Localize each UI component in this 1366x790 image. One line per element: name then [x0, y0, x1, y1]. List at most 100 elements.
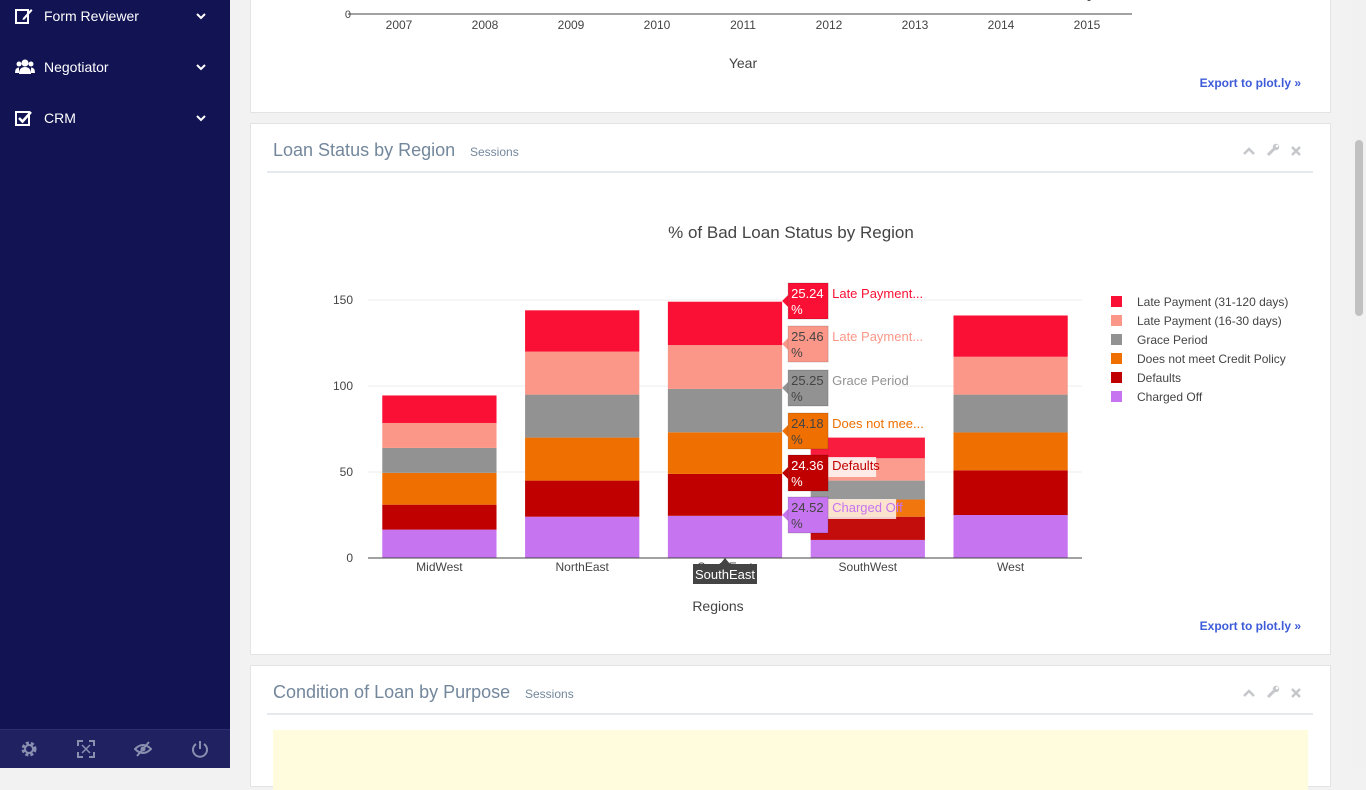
panel-subtitle: Sessions [470, 145, 519, 159]
hover-value: 24.18 [791, 416, 824, 431]
x-tick-label: 2015 [1074, 18, 1101, 32]
scrollbar[interactable] [1352, 0, 1366, 768]
bar-segment[interactable] [810, 437, 925, 459]
legend-item[interactable]: Does not meet Credit Policy [1137, 352, 1286, 366]
eye-slash-icon [133, 741, 152, 757]
sidebar-item-crm[interactable]: CRM [0, 98, 230, 138]
hover-series-name: Grace Period [832, 373, 909, 388]
bar-segment[interactable] [525, 351, 640, 395]
legend-item[interactable]: Late Payment (31-120 days) [1137, 295, 1288, 309]
hover-unit: % [791, 389, 803, 404]
hide-button[interactable] [114, 730, 171, 768]
x-tick-label: SouthWest [839, 560, 898, 574]
chart-title: % of Bad Loan Status by Region [668, 223, 914, 242]
collapse-icon[interactable] [1242, 686, 1256, 700]
legend-item[interactable]: Late Payment (16-30 days) [1137, 314, 1282, 328]
bar-segment[interactable] [667, 432, 783, 474]
bar-segment[interactable] [953, 394, 1068, 433]
panel-title: Loan Status by Region [273, 140, 456, 160]
bar-segment[interactable] [525, 480, 640, 517]
panel-title: Condition of Loan by Purpose [273, 682, 511, 702]
bar-segment[interactable] [810, 516, 925, 540]
hover-series-name: Defaults [832, 458, 880, 473]
chevron-down-icon [196, 64, 206, 71]
logout-button[interactable] [171, 730, 228, 768]
bar-segment[interactable] [953, 470, 1068, 515]
loan-purpose-panel: Condition of Loan by Purpose Sessions [250, 665, 1331, 790]
content-area [273, 730, 1308, 790]
bar-segment[interactable] [382, 447, 497, 473]
bar-segment[interactable] [953, 432, 1068, 471]
loan-status-panel: Loan Status by Region Sessions % of Bad … [250, 123, 1331, 655]
bar-segment[interactable] [953, 356, 1068, 395]
hover-value: 25.46 [791, 329, 824, 344]
y-tick-label: 100 [333, 379, 353, 393]
export-plotly-link[interactable]: Export to plot.ly » [1199, 619, 1301, 633]
legend-swatch[interactable] [1111, 353, 1122, 364]
legend-item[interactable]: Grace Period [1137, 333, 1208, 347]
fullscreen-button[interactable] [57, 730, 114, 768]
x-tick-label: 2014 [988, 18, 1015, 32]
hover-series-name: Late Payment... [832, 329, 923, 344]
x-tick-label: MidWest [416, 560, 463, 574]
hover-series-name: Does not mee... [832, 416, 924, 431]
bar-segment[interactable] [382, 529, 497, 558]
legend-item[interactable]: Defaults [1137, 371, 1181, 385]
bar-segment[interactable] [525, 516, 640, 558]
settings-icon [21, 741, 36, 757]
bar-segment[interactable] [953, 315, 1068, 357]
sidebar-item-label: CRM [44, 110, 76, 126]
year-chart: 0 2007 2008 2009 2010 2011 2012 2013 2014 2015 Y… [345, 0, 1132, 71]
bar-segment[interactable] [525, 310, 640, 352]
sidebar-item-label: Negotiator [44, 59, 109, 75]
legend-swatch[interactable] [1111, 372, 1122, 383]
top-chart-panel: 0 2007 2008 2009 2010 2011 2012 2013 2014 2015 Y… [250, 0, 1331, 113]
hover-value: 24.52 [791, 500, 824, 515]
legend-swatch[interactable] [1111, 334, 1122, 345]
legend-swatch[interactable] [1111, 296, 1122, 307]
hover-value: 25.24 [791, 286, 824, 301]
panel-subtitle: Sessions [525, 687, 574, 701]
bar-segment[interactable] [525, 394, 640, 438]
legend-swatch[interactable] [1111, 391, 1122, 402]
close-icon[interactable] [1289, 144, 1303, 158]
bar-segment[interactable] [667, 301, 783, 346]
panel-divider [267, 171, 1313, 173]
bar-segment[interactable] [525, 437, 640, 481]
hover-unit: % [791, 345, 803, 360]
hover-name-bg [808, 328, 897, 348]
sidebar-item-negotiator[interactable]: Negotiator [0, 47, 230, 87]
sidebar-item-form-reviewer[interactable]: Form Reviewer [0, 0, 230, 36]
legend-item[interactable]: Charged Off [1137, 390, 1203, 404]
hover-pointer [782, 467, 789, 479]
x-tick-label: 2010 [644, 18, 671, 32]
export-plotly-link[interactable]: Export to plot.ly » [1199, 76, 1301, 90]
x-tick-label: 2013 [902, 18, 929, 32]
wrench-icon[interactable] [1266, 143, 1280, 157]
y-tick-label: 50 [340, 465, 354, 479]
bar-segment[interactable] [810, 539, 925, 558]
close-icon[interactable] [1289, 686, 1303, 700]
bar-segment[interactable] [667, 388, 783, 433]
bar-segment[interactable] [953, 515, 1068, 558]
scrollbar-thumb[interactable] [1355, 140, 1363, 316]
sidebar-item-label: Form Reviewer [44, 8, 139, 24]
hover-name-bg [808, 499, 897, 519]
hover-name-bg [808, 285, 897, 305]
bar-segment[interactable] [667, 473, 783, 516]
bar-segment[interactable] [382, 472, 497, 505]
legend-swatch[interactable] [1111, 315, 1122, 326]
bar-segment[interactable] [667, 515, 783, 558]
bar-segment[interactable] [382, 422, 497, 448]
bar-segment[interactable] [810, 480, 925, 500]
wrench-icon[interactable] [1266, 685, 1280, 699]
collapse-icon[interactable] [1242, 144, 1256, 158]
hover-label-box [787, 282, 829, 320]
hover-unit: % [791, 302, 803, 317]
x-axis-title: Year [729, 55, 758, 71]
settings-button[interactable] [0, 730, 57, 768]
bar-segment[interactable] [667, 345, 783, 389]
bar-segment[interactable] [382, 504, 497, 530]
x-tick-label: 2009 [558, 18, 585, 32]
bar-segment[interactable] [382, 395, 497, 423]
